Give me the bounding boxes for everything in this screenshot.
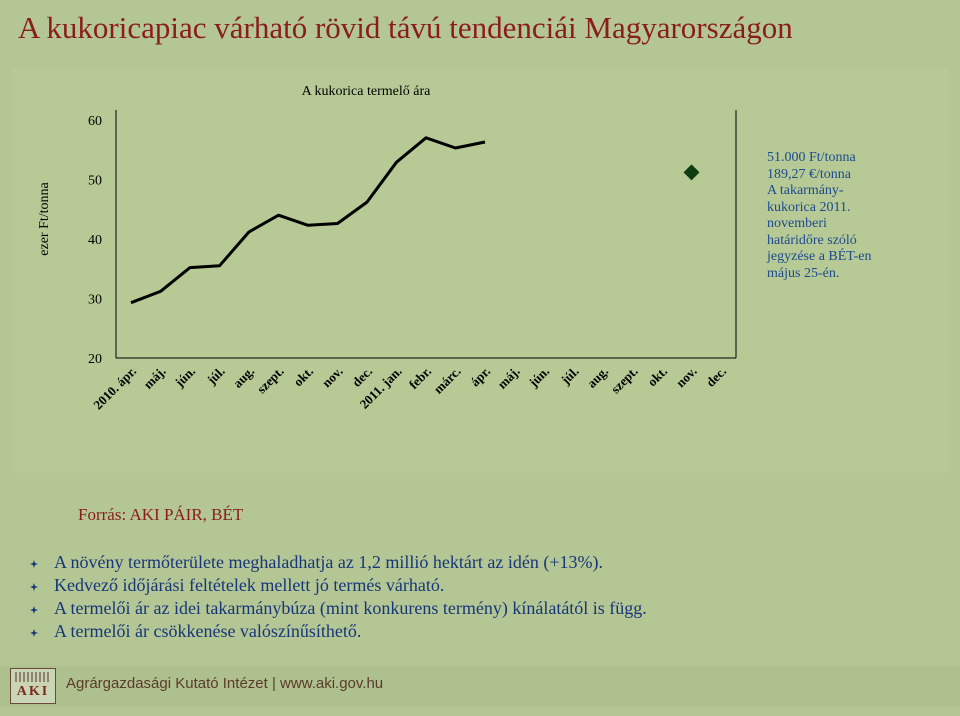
y-tick-label: 40 (88, 233, 102, 248)
slide-title: A kukoricapiac várható rövid távú tenden… (18, 10, 793, 45)
y-axis-label: ezer Ft/tonna (37, 181, 52, 255)
y-tick-label: 60 (88, 114, 102, 129)
bullet-text: A termelői ár az idei takarmánybúza (min… (54, 598, 647, 618)
y-tick-label: 30 (88, 293, 102, 308)
annotation-line: A takarmány- (767, 183, 844, 198)
annotation-line: határidőre szóló (767, 232, 857, 248)
annotation-line: novemberi (767, 216, 827, 231)
annotation-line: 51.000 Ft/tonna (767, 150, 856, 165)
x-tick-label: aug. (230, 364, 257, 391)
x-tick-label: ápr. (467, 364, 493, 390)
y-tick-label: 20 (88, 352, 102, 367)
x-tick-label: júl. (203, 364, 227, 388)
chart-title: A kukorica termelő ára (302, 84, 431, 99)
series-line (130, 136, 486, 305)
annotation-line: kukorica 2011. (767, 199, 851, 215)
annotation-line: május 25-én. (767, 265, 840, 281)
x-tick-label: szept. (608, 364, 641, 397)
x-tick-label: máj. (140, 364, 168, 392)
bullet-text: Kedvező időjárási feltételek mellett jó … (54, 575, 445, 595)
logo-bars (15, 672, 51, 682)
y-tick-label: 50 (88, 174, 102, 189)
annotation-line: 189,27 €/tonna (767, 166, 851, 182)
chart-panel: A kukorica termelő ára ezer Ft/tonna 60 50 4… (12, 68, 949, 473)
x-tick-label: márc. (430, 364, 463, 397)
x-tick-label: jún. (171, 364, 198, 391)
bullet-text: A termelői ár csökkenése valószínűsíthet… (54, 621, 362, 641)
x-tick-label: okt. (644, 364, 670, 390)
aki-logo: AKI (10, 668, 56, 704)
sparkle-bullet-icon (30, 560, 38, 568)
footer-bar: AKI Agrárgazdasági Kutató Intézet | www.… (0, 666, 960, 706)
x-tick-label: nov. (673, 364, 700, 391)
bullet-item: A termelői ár csökkenése valószínűsíthet… (30, 620, 647, 643)
x-tick-label: febr. (406, 364, 434, 392)
line-chart: A kukorica termelő ára ezer Ft/tonna 60 50 4… (37, 84, 737, 413)
x-tick-label: aug. (584, 364, 611, 391)
sparkle-bullet-icon (30, 629, 38, 637)
futures-marker (683, 164, 700, 181)
logo-text: AKI (16, 684, 50, 699)
x-tick-label: máj. (494, 364, 522, 392)
bullet-text: A növény termőterülete meghaladhatja az … (54, 552, 603, 572)
annotation-line: jegyzése a BÉT-en (767, 249, 872, 264)
footer-text: Agrárgazdasági Kutató Intézet | www.aki.… (66, 675, 384, 692)
sparkle-bullet-icon (30, 583, 38, 591)
bullet-list: A növény termőterülete meghaladhatja az … (30, 551, 647, 643)
sparkle-bullet-icon (30, 606, 38, 614)
source-note: Forrás: AKI PÁIR, BÉT (78, 505, 244, 524)
chart-annotation: 51.000 Ft/tonna 189,27 €/tonna A takarmá… (767, 150, 899, 282)
x-tick-label: nov. (319, 364, 346, 391)
x-tick-label: szept. (254, 364, 287, 397)
bullet-item: Kedvező időjárási feltételek mellett jó … (30, 574, 647, 597)
x-tick-label: jún. (525, 364, 552, 391)
bullet-item: A termelői ár az idei takarmánybúza (min… (30, 597, 647, 620)
x-tick-label: dec. (703, 364, 729, 390)
x-tick-label: júl. (557, 364, 581, 388)
bullet-item: A növény termőterülete meghaladhatja az … (30, 551, 647, 574)
x-tick-label: 2010. ápr. (90, 364, 139, 413)
x-tick-label: okt. (290, 364, 316, 390)
